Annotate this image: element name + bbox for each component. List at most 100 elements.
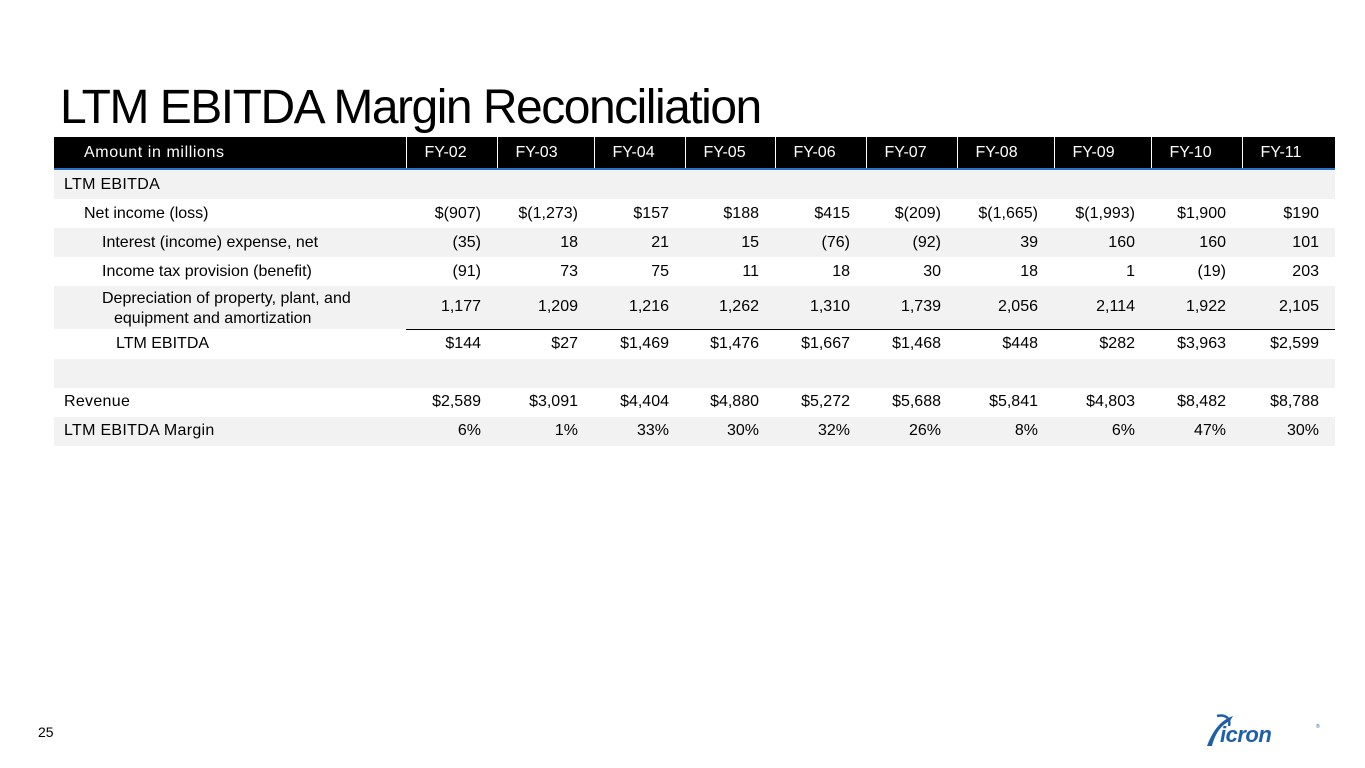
table-cell: $1,469 [620,335,669,352]
table-cell: 1,177 [406,286,497,330]
table-cell: $(209) [894,204,941,222]
row-depreciation: Depreciation of property, plant, and equ… [54,286,1335,330]
table-cell: 1,209 [497,286,594,330]
row-label: Depreciation of property, plant, and equ… [54,286,406,329]
table-cell: $2,599 [1270,335,1319,352]
table-cell: 1,739 [866,286,957,330]
header-amount-label: Amount in millions [54,137,406,170]
table-cell: $27 [551,335,578,352]
table-cell: 101 [1242,228,1335,257]
section-row-ltm-ebitda: LTM EBITDA [54,169,1335,199]
table-cell: 39 [957,228,1054,257]
table-cell: 73 [560,262,578,280]
row-margin: LTM EBITDA Margin 6% 1% 33% 30% 32% 26% … [54,416,1335,446]
table-cell: 203 [1292,262,1319,280]
table-cell: 26% [866,416,957,446]
header-year: FY-03 [496,137,594,170]
table-cell: $1,476 [710,335,759,352]
table-cell: $157 [633,204,669,222]
row-label: LTM EBITDA Margin [54,416,406,446]
table-cell: 18 [1020,262,1038,280]
header-year: FY-07 [865,137,957,170]
header-year: FY-05 [684,137,775,170]
row-label-line: Depreciation of property, plant, and [102,289,351,307]
table-cell: (19) [1197,262,1226,280]
row-ltm-ebitda-total: LTM EBITDA $144 $27 $1,469 $1,476 $1,667… [54,329,1335,359]
table-cell: $1,667 [801,335,850,352]
row-label: Income tax provision (benefit) [102,262,312,280]
table-cell: 11 [742,262,759,280]
table-cell: $(1,993) [1075,204,1135,222]
table-cell: 2,056 [957,286,1054,330]
header-year: FY-06 [774,137,866,170]
row-label: Net income (loss) [84,204,209,222]
table-cell: 21 [594,228,685,257]
row-revenue: Revenue $2,589 $3,091 $4,404 $4,880 $5,2… [54,388,1335,417]
table-cell: $144 [445,335,481,352]
table-cell: (76) [775,228,866,257]
header-year: FY-09 [1053,137,1151,170]
table-cell: 6% [406,416,497,446]
table-cell: 2,105 [1242,286,1335,330]
table-cell: 33% [594,416,685,446]
row-label: LTM EBITDA [54,169,406,199]
table-cell: $5,272 [801,393,850,410]
table-cell: $8,788 [1270,393,1319,410]
table-cell: (91) [452,262,481,280]
reconciliation-table: Amount in millions FY-02 FY-03 FY-04 FY-… [54,137,1335,446]
table-cell: 160 [1054,228,1151,257]
table-cell: 1 [1126,262,1135,280]
table-cell: $448 [1002,335,1038,352]
svg-text:®: ® [1316,723,1320,730]
table-cell: 1,262 [685,286,775,330]
row-label: LTM EBITDA [116,334,210,352]
table-cell: 8% [957,416,1054,446]
header-year: FY-08 [956,137,1054,170]
table-cell: 6% [1054,416,1151,446]
table-cell: $(907) [434,204,481,222]
row-label: Interest (income) expense, net [54,228,406,257]
table-cell: $4,880 [710,393,759,410]
table-cell: 30% [685,416,775,446]
table-cell: $4,803 [1086,393,1135,410]
table-cell: $5,841 [989,393,1038,410]
table-cell: 30% [1242,416,1335,446]
table-cell: $415 [814,204,850,222]
row-label-line: equipment and amortization [114,309,312,327]
table-cell: $188 [723,204,759,222]
row-label: Revenue [64,393,131,410]
table-cell: 15 [685,228,775,257]
table-cell: 1,310 [775,286,866,330]
table-cell: 1% [497,416,594,446]
row-interest: Interest (income) expense, net (35) 18 2… [54,228,1335,257]
header-year: FY-11 [1241,137,1335,170]
header-year: FY-02 [405,137,497,170]
table-cell: 30 [923,262,941,280]
table-cell: 18 [832,262,850,280]
table-cell: $3,091 [529,393,578,410]
table-header-row: Amount in millions FY-02 FY-03 FY-04 FY-… [54,137,1335,170]
header-year: FY-10 [1150,137,1242,170]
table-cell: $(1,665) [978,204,1038,222]
table-cell: 47% [1151,416,1242,446]
table-cell: $1,468 [892,335,941,352]
table-cell: $(1,273) [518,204,578,222]
table-cell: 18 [497,228,594,257]
table-cell: 160 [1151,228,1242,257]
table-cell: $282 [1099,335,1135,352]
row-net-income: Net income (loss) $(907) $(1,273) $157 $… [54,199,1335,228]
svg-text:icron: icron [1220,722,1271,747]
table-cell: 75 [651,262,669,280]
page-title: LTM EBITDA Margin Reconciliation [60,81,762,134]
table-cell: $190 [1283,204,1319,222]
table-cell: $3,963 [1177,335,1226,352]
spacer-row [54,358,1335,388]
table-cell: (92) [866,228,957,257]
table-cell: 32% [775,416,866,446]
table-cell: 1,922 [1151,286,1242,330]
micron-logo: icron ® [1207,714,1320,747]
table-cell: $4,404 [620,393,669,410]
table-cell: 1,216 [594,286,685,330]
page-number: 25 [38,724,54,740]
header-year: FY-04 [593,137,685,170]
